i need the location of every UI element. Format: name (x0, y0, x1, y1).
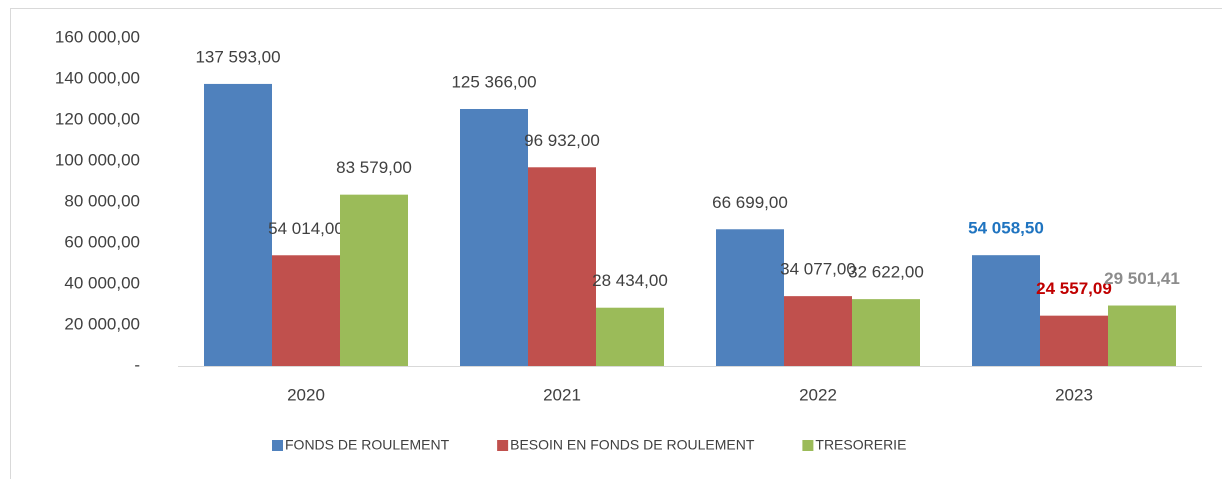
value-label: 54 014,00 (268, 219, 344, 238)
value-label: 54 058,50 (968, 219, 1044, 238)
value-label: 28 434,00 (592, 271, 668, 290)
bar (852, 299, 920, 366)
bar (204, 83, 272, 366)
bar (1040, 315, 1108, 366)
y-tick-label: 160 000,00 (55, 27, 140, 46)
bar (340, 194, 408, 366)
x-tick-label: 2022 (799, 385, 837, 404)
y-tick-label: 140 000,00 (55, 68, 140, 87)
y-tick-label: 20 000,00 (64, 314, 140, 333)
y-tick-label: 60 000,00 (64, 232, 140, 251)
x-tick-label: 2021 (543, 385, 581, 404)
legend-label: TRESORERIE (815, 437, 906, 453)
legend-swatch (272, 440, 283, 451)
bar (272, 255, 340, 366)
legend-swatch (802, 440, 814, 451)
bar (972, 255, 1040, 366)
legend-label: FONDS DE ROULEMENT (285, 437, 450, 453)
value-label: 137 593,00 (195, 47, 280, 66)
bar (528, 167, 596, 366)
y-tick-label: - (134, 355, 140, 374)
legend-label: BESOIN EN FONDS DE ROULEMENT (510, 437, 755, 453)
legend-swatch (497, 440, 509, 451)
x-tick-label: 2023 (1055, 385, 1093, 404)
bar (460, 108, 528, 367)
bar (1108, 305, 1176, 366)
value-label: 96 932,00 (524, 131, 600, 150)
value-label: 66 699,00 (712, 193, 788, 212)
value-label: 32 622,00 (848, 263, 924, 282)
y-tick-label: 40 000,00 (64, 273, 140, 292)
value-label: 83 579,00 (336, 158, 412, 177)
y-tick-label: 120 000,00 (55, 109, 140, 128)
bar (716, 229, 784, 366)
y-tick-label: 100 000,00 (55, 150, 140, 169)
value-label: 29 501,41 (1104, 269, 1180, 288)
x-tick-label: 2020 (287, 385, 325, 404)
value-label: 24 557,09 (1036, 279, 1112, 298)
y-tick-label: 80 000,00 (64, 191, 140, 210)
bar (784, 296, 852, 366)
bar (596, 307, 664, 366)
value-label: 125 366,00 (451, 72, 536, 91)
chart-frame (10, 8, 1222, 479)
value-label: 34 077,00 (780, 260, 856, 279)
